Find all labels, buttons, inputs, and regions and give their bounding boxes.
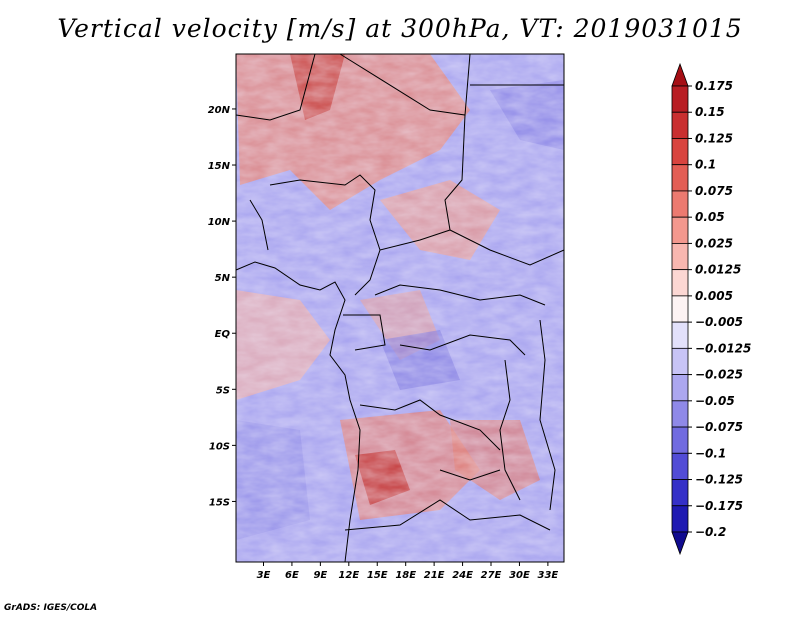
colorbar-label: −0.125	[695, 473, 743, 487]
lat-label: 10S	[209, 441, 230, 452]
lon-label: 24E	[452, 570, 473, 581]
colorbar-label: 0.025	[695, 236, 733, 250]
lon-label: 30E	[509, 570, 530, 581]
lon-label: 21E	[424, 570, 445, 581]
colorbar-label: −0.0125	[695, 341, 751, 355]
colorbar-label: 0.005	[695, 289, 733, 303]
colorbar-label: −0.175	[695, 499, 743, 513]
colorbar-swatch	[671, 85, 689, 113]
colorbar-swatch	[671, 190, 689, 218]
lon-label: 15E	[367, 570, 388, 581]
lat-label: 15N	[208, 161, 231, 172]
colorbar-swatch	[671, 505, 689, 533]
colorbar-label: 0.175	[695, 79, 733, 93]
colorbar-label: 0.0125	[695, 263, 741, 277]
colorbar-swatch	[671, 216, 689, 244]
lon-label: 9E	[313, 570, 327, 581]
lat-label: 20N	[208, 105, 231, 116]
colorbar-swatch	[671, 164, 689, 192]
colorbar-swatch	[671, 400, 689, 428]
lon-label: 27E	[481, 570, 502, 581]
colorbar-swatch	[671, 374, 689, 402]
colorbar-swatch	[671, 62, 689, 87]
colorbar-swatch	[671, 426, 689, 454]
coastline	[235, 261, 361, 563]
lon-label: 3E	[257, 570, 271, 581]
lat-label: EQ	[215, 329, 231, 340]
lon-label: 12E	[338, 570, 359, 581]
lon-label: 6E	[285, 570, 299, 581]
lat-label: 10N	[208, 217, 231, 228]
credit-text: GrADS: IGES/COLA	[4, 603, 98, 613]
colorbar-label: −0.075	[695, 420, 743, 434]
colorbar-swatch	[671, 321, 689, 349]
colorbar-swatch	[671, 295, 689, 323]
colorbar-label: 0.15	[695, 105, 725, 119]
colorbar-label: −0.2	[695, 525, 726, 539]
lat-label: 5N	[215, 273, 231, 284]
map-frame	[235, 53, 565, 563]
colorbar-label: −0.1	[695, 446, 726, 460]
colorbar-label: 0.125	[695, 131, 733, 145]
colorbar-label: 0.05	[695, 210, 725, 224]
colorbar-label: 0.075	[695, 184, 733, 198]
colorbar-swatch	[671, 269, 689, 297]
chart-title: Vertical velocity [m/s] at 300hPa, VT: 2…	[57, 14, 743, 43]
colorbar-swatch	[671, 138, 689, 166]
colorbar-label: −0.025	[695, 368, 743, 382]
longitude-axis: 3E 6E 9E 12E 15E 18E 21E 24E 27E 30E 33E	[257, 562, 559, 581]
colorbar-swatch	[671, 243, 689, 271]
colorbar-label: −0.005	[695, 315, 743, 329]
colorbar-swatch	[671, 479, 689, 507]
colorbar-swatch	[671, 452, 689, 480]
lat-label: 5S	[216, 385, 230, 396]
colorbar-label: 0.1	[695, 158, 716, 172]
colorbar-swatch	[671, 531, 689, 556]
country-borders	[235, 53, 565, 563]
lon-label: 33E	[538, 570, 559, 581]
colorbar-swatch	[671, 111, 689, 139]
lat-label: 15S	[209, 497, 230, 508]
colorbar: 0.175 0.15 0.125 0.1 0.075 0.05 0.025 0.0125 0.0…	[671, 62, 751, 556]
latitude-axis: 20N 15N 10N 5N EQ 5S 10S 15S	[208, 105, 236, 508]
colorbar-label: −0.05	[695, 394, 735, 408]
lon-label: 18E	[395, 570, 416, 581]
colorbar-swatch	[671, 347, 689, 375]
velocity-field	[236, 54, 564, 562]
